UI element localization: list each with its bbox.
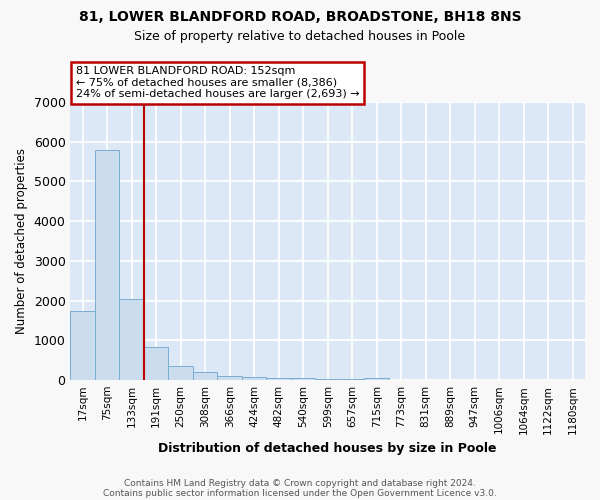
X-axis label: Distribution of detached houses by size in Poole: Distribution of detached houses by size … <box>158 442 497 455</box>
Bar <box>169 366 193 380</box>
Bar <box>193 372 217 380</box>
Bar <box>242 377 266 380</box>
Text: Contains public sector information licensed under the Open Government Licence v3: Contains public sector information licen… <box>103 488 497 498</box>
Y-axis label: Number of detached properties: Number of detached properties <box>15 148 28 334</box>
Bar <box>266 378 291 380</box>
Bar <box>95 150 119 380</box>
Text: Size of property relative to detached houses in Poole: Size of property relative to detached ho… <box>134 30 466 43</box>
Bar <box>70 310 95 380</box>
Text: 81, LOWER BLANDFORD ROAD, BROADSTONE, BH18 8NS: 81, LOWER BLANDFORD ROAD, BROADSTONE, BH… <box>79 10 521 24</box>
Bar <box>217 376 242 380</box>
Bar <box>316 379 340 380</box>
Bar <box>291 378 316 380</box>
Text: Contains HM Land Registry data © Crown copyright and database right 2024.: Contains HM Land Registry data © Crown c… <box>124 478 476 488</box>
Text: 81 LOWER BLANDFORD ROAD: 152sqm
← 75% of detached houses are smaller (8,386)
24%: 81 LOWER BLANDFORD ROAD: 152sqm ← 75% of… <box>76 66 359 100</box>
Bar <box>144 348 169 380</box>
Bar <box>119 298 144 380</box>
Bar <box>364 378 389 380</box>
